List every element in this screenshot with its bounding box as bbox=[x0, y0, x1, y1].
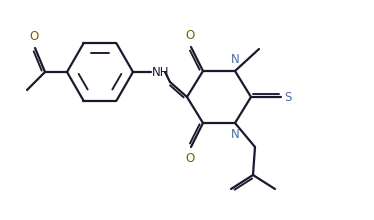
Text: NH: NH bbox=[152, 66, 169, 79]
Text: O: O bbox=[186, 152, 194, 165]
Text: N: N bbox=[231, 128, 239, 141]
Text: O: O bbox=[30, 30, 39, 43]
Text: O: O bbox=[186, 29, 194, 42]
Text: N: N bbox=[231, 53, 239, 66]
Text: S: S bbox=[284, 90, 291, 103]
